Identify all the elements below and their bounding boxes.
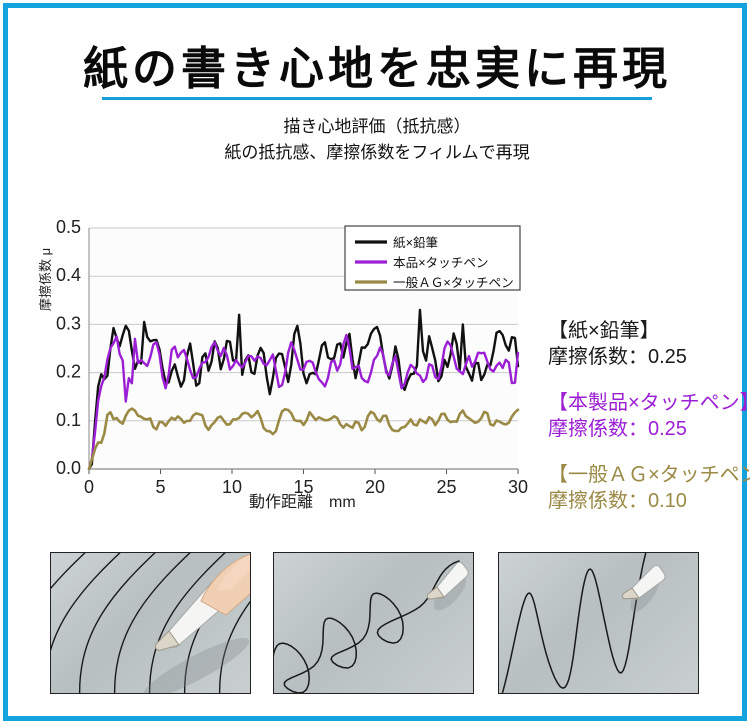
svg-text:5: 5 — [155, 477, 165, 497]
svg-text:本品×タッチペン: 本品×タッチペン — [393, 256, 489, 270]
svg-text:0.1: 0.1 — [56, 410, 81, 430]
svg-text:10: 10 — [222, 477, 242, 497]
svg-text:0.3: 0.3 — [56, 313, 81, 333]
svg-text:0: 0 — [84, 477, 94, 497]
svg-text:0.2: 0.2 — [56, 362, 81, 382]
svg-text:30: 30 — [508, 477, 528, 497]
svg-text:25: 25 — [436, 477, 456, 497]
svg-text:一般ＡＧ×タッチペン: 一般ＡＧ×タッチペン — [393, 275, 514, 290]
svg-text:0.0: 0.0 — [56, 458, 81, 478]
svg-text:紙×鉛筆: 紙×鉛筆 — [393, 236, 438, 250]
svg-text:20: 20 — [365, 477, 385, 497]
svg-text:0.5: 0.5 — [56, 217, 81, 237]
svg-text:0.4: 0.4 — [56, 265, 81, 285]
